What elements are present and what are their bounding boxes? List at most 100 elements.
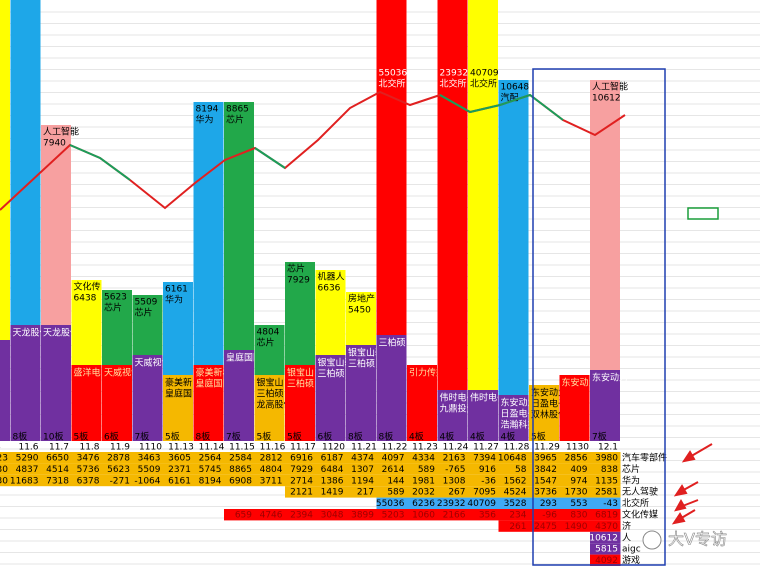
board-count: 8板	[348, 431, 363, 443]
top-label: 北交所	[470, 78, 497, 90]
board-count: 10板	[43, 431, 63, 443]
stock-name: 三柏硕	[379, 337, 406, 349]
cell: 2166	[443, 511, 466, 521]
cell: 916	[479, 465, 496, 475]
cell: 293	[540, 499, 557, 509]
cell: 589	[387, 488, 404, 498]
board-count: 6板	[104, 431, 119, 443]
cell: 30	[0, 465, 8, 475]
cell: 7318	[46, 476, 69, 486]
cell: 1307	[351, 465, 374, 475]
cell: 4370	[595, 522, 618, 532]
cell: 8865	[229, 465, 252, 475]
date-label: 11.28	[504, 443, 530, 453]
cell: 3965	[534, 454, 557, 464]
cell: 3899	[351, 511, 374, 521]
watermark: 大V专访	[668, 530, 727, 549]
stock-name: 东安动力	[592, 372, 628, 384]
stock-name: 银宝山	[257, 377, 284, 389]
board-count: 7板	[592, 431, 607, 443]
cell: 1562	[504, 476, 527, 486]
cell: 3842	[534, 465, 557, 475]
cell: 11683	[10, 476, 39, 486]
cell: 409	[570, 465, 587, 475]
board-count: 4板	[470, 431, 485, 443]
cell: 1308	[443, 476, 466, 486]
cell: 1547	[534, 476, 557, 486]
cell: 2032	[412, 488, 435, 498]
cell: 3048	[321, 511, 344, 521]
cell: 3980	[595, 454, 618, 464]
cell: 4334	[412, 454, 435, 464]
cell: 6161	[168, 476, 191, 486]
cell: 10612	[589, 533, 618, 543]
date-label: 3	[0, 443, 1, 453]
cell: 6378	[77, 476, 100, 486]
top-value: 10612	[592, 94, 621, 104]
top-label: 芯片	[257, 337, 275, 349]
stack-block	[0, 340, 10, 441]
board-count: 7板	[135, 431, 150, 443]
cell: 5203	[382, 511, 405, 521]
cell: 55036	[376, 499, 405, 509]
top-label: 机器人	[318, 271, 345, 283]
cell: 1135	[595, 476, 618, 486]
cell: 6187	[321, 454, 344, 464]
cell: 3711	[260, 476, 283, 486]
cell: 3528	[504, 499, 527, 509]
stack-block	[11, 325, 41, 441]
board-count: 5板	[257, 431, 272, 443]
cell: 3476	[77, 454, 100, 464]
cell: 356	[479, 511, 496, 521]
board-count: 4板	[440, 431, 455, 443]
cell: 5815	[595, 545, 618, 555]
top-label: 北交所	[440, 78, 467, 90]
cell: 4804	[260, 465, 283, 475]
top-value: 55036	[379, 69, 408, 79]
top-bar	[194, 102, 224, 365]
top-label: 北交所	[379, 78, 406, 90]
watermark-icon	[643, 531, 661, 549]
cell: 40709	[467, 499, 496, 509]
row-name: 无人驾驶	[622, 486, 658, 498]
cell: 6650	[46, 454, 69, 464]
cell: 6236	[412, 499, 435, 509]
cell: 1419	[321, 488, 344, 498]
cell: 1730	[565, 488, 588, 498]
date-label: 11.7	[49, 443, 69, 453]
cell: 4097	[382, 454, 405, 464]
stack-block	[224, 350, 254, 441]
top-label: 芯片	[135, 307, 153, 319]
cell: -271	[110, 476, 130, 486]
cell: -1064	[134, 476, 160, 486]
top-value: 40709	[470, 69, 499, 79]
board-count: 8板	[13, 431, 28, 443]
cell: -765	[445, 465, 465, 475]
cell: 2614	[382, 465, 405, 475]
cell: 830	[570, 511, 587, 521]
date-label: 11.24	[443, 443, 469, 453]
row-name: 汽车零部件	[622, 452, 667, 464]
top-label: 芯片	[226, 114, 244, 126]
cell: 23	[0, 454, 8, 464]
cell: 2812	[260, 454, 283, 464]
top-value: 5623	[104, 293, 127, 303]
top-label: 芯片	[287, 263, 305, 275]
cell: 5509	[138, 465, 161, 475]
cell: 2394	[290, 511, 313, 521]
cell: 1981	[412, 476, 435, 486]
board-count: 8板	[379, 431, 394, 443]
cell: 1386	[321, 476, 344, 486]
top-label: 房地产	[348, 293, 375, 305]
cell: 4374	[351, 454, 374, 464]
stack-block	[41, 325, 71, 441]
stack-block	[377, 335, 407, 441]
date-label: 1130	[566, 443, 589, 453]
date-label: 11.29	[534, 443, 560, 453]
cell: 974	[570, 476, 587, 486]
row-name: 芯片	[622, 463, 640, 475]
cell: 234	[509, 511, 526, 521]
board-count: 7板	[226, 431, 241, 443]
top-bar	[590, 80, 620, 370]
top-value: 7929	[287, 276, 310, 286]
